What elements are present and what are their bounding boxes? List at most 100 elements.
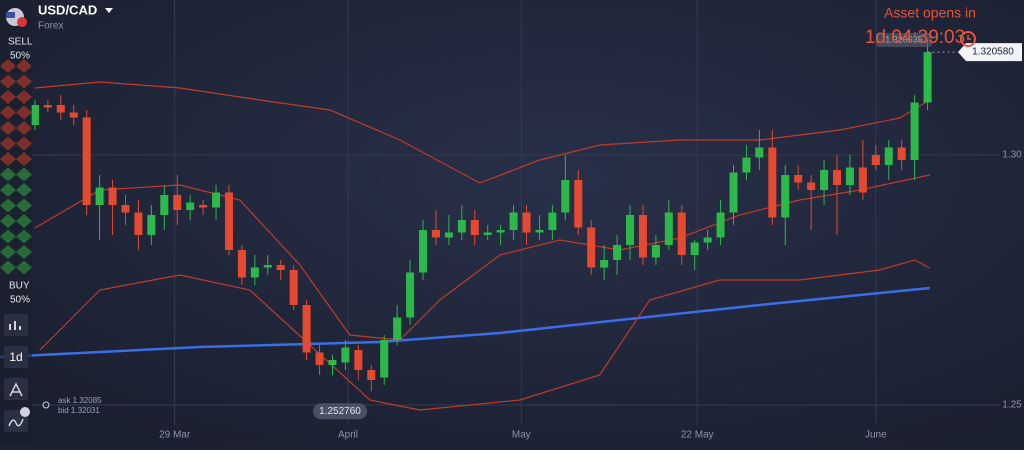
candle-body [457, 220, 466, 233]
candle-body [509, 212, 518, 230]
candle-body [910, 102, 919, 160]
candle-body [224, 192, 233, 250]
current-price-tag [958, 43, 1022, 62]
candle-body [716, 212, 725, 238]
hover-price-box [876, 33, 932, 47]
sidebar [0, 0, 32, 445]
x-tick-label: 29 Mar [159, 430, 191, 441]
candle-body [755, 147, 764, 158]
candle-body [535, 230, 544, 233]
candle-body [794, 175, 803, 183]
candle-body [871, 155, 880, 165]
candle-body [69, 112, 78, 118]
candle-body [406, 272, 415, 318]
sentiment-diamond [0, 229, 16, 244]
candle-body [832, 170, 842, 185]
sentiment-diamond [16, 229, 32, 244]
candle-body [237, 250, 246, 278]
flag-part [6, 12, 15, 18]
candle-body [858, 167, 867, 193]
sentiment-diamond [16, 90, 32, 104]
ask: ask 1.32085 [58, 396, 102, 405]
candle-body [522, 212, 531, 233]
sentiment-diamond [0, 105, 16, 120]
candle-body [108, 187, 117, 205]
quote-icon [42, 401, 50, 409]
indicators-badge [20, 407, 30, 417]
candle-body [419, 230, 428, 273]
sentiment-diamond [16, 105, 32, 120]
candle-body [95, 187, 104, 205]
drawing-icon [9, 382, 23, 397]
sentiment-diamond [16, 260, 32, 275]
dropdown-arrow[interactable] [105, 8, 113, 13]
candle-body [613, 245, 622, 260]
x-tick-label: May [512, 430, 531, 441]
candle-body [470, 220, 479, 235]
candle-body [729, 172, 738, 213]
sentiment-diamond [0, 90, 16, 104]
sentiment-diamond [0, 121, 16, 135]
candle-body [43, 105, 52, 108]
indicators [0, 81, 931, 411]
sentiment-diamond [16, 214, 32, 228]
candle-body [199, 205, 208, 208]
candle-body [923, 52, 932, 103]
candle-body [160, 195, 169, 215]
moving-average-line [0, 286, 930, 359]
indicators-icon [8, 418, 24, 427]
candle-body [173, 195, 182, 210]
candle-body [315, 352, 324, 365]
sentiment-diamond [16, 245, 32, 259]
candle-body [600, 260, 609, 268]
candle-body [328, 360, 337, 365]
candle-body [276, 265, 285, 270]
hover-price: 1.320635 [885, 34, 923, 44]
candle-body [690, 242, 699, 255]
candle-body [354, 350, 363, 370]
candle-body [820, 170, 829, 190]
sentiment-diamond [0, 152, 16, 166]
buy-label[interactable]: BUY [9, 281, 30, 292]
sentiment-diamond [0, 183, 16, 197]
candle-body [289, 270, 298, 305]
min-price-box [313, 403, 367, 420]
current-price-label: 1.320580 [972, 47, 1014, 58]
candle-body [431, 230, 440, 238]
candle-body [496, 230, 505, 233]
candle-body [807, 182, 816, 190]
timer-icon [960, 31, 976, 47]
sentiment-diamond [0, 260, 16, 275]
sentiment-diamond [16, 152, 32, 166]
buy-pct: 50% [10, 295, 30, 306]
sentiment-diamond [16, 183, 32, 197]
candle-body [134, 212, 143, 235]
candle-body [664, 212, 673, 245]
candle-body [56, 105, 65, 113]
candle-body [638, 215, 647, 258]
symbol[interactable]: USD/CAD [38, 2, 97, 17]
candle-body [30, 105, 39, 125]
drawing-button[interactable] [4, 378, 28, 400]
candle-body [587, 227, 596, 268]
bollinger-band-line [34, 81, 931, 184]
candle-body [121, 205, 130, 213]
sentiment-diamond [0, 167, 16, 182]
category: Forex [38, 21, 64, 32]
x-tick-label: June [865, 430, 887, 441]
sell-label[interactable]: SELL [8, 37, 33, 48]
sentiment-diamond [16, 74, 32, 89]
sentiment-diamond [0, 74, 16, 89]
candle-body [781, 175, 790, 218]
candle-body [212, 192, 221, 208]
timer-hand [967, 35, 971, 40]
candle-body [884, 147, 893, 165]
sentiment-diamond [0, 198, 16, 213]
timeframe-button[interactable] [4, 346, 28, 368]
bid: bid 1.32031 [58, 406, 100, 415]
candle-body [147, 215, 156, 235]
candle-body [703, 237, 712, 243]
candle-body [367, 370, 376, 380]
